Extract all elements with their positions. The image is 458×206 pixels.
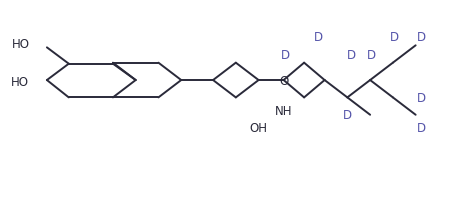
Text: D: D	[417, 121, 425, 134]
Text: HO: HO	[11, 75, 29, 88]
Text: OH: OH	[250, 121, 267, 134]
Text: D: D	[366, 49, 376, 62]
Text: D: D	[281, 49, 290, 62]
Text: D: D	[343, 109, 352, 122]
Text: D: D	[390, 30, 399, 43]
Text: NH: NH	[275, 105, 292, 118]
Text: D: D	[417, 30, 425, 43]
Text: D: D	[347, 49, 356, 62]
Text: HO: HO	[12, 37, 30, 50]
Text: O: O	[279, 74, 288, 87]
Text: D: D	[417, 91, 425, 104]
Text: D: D	[314, 30, 323, 43]
